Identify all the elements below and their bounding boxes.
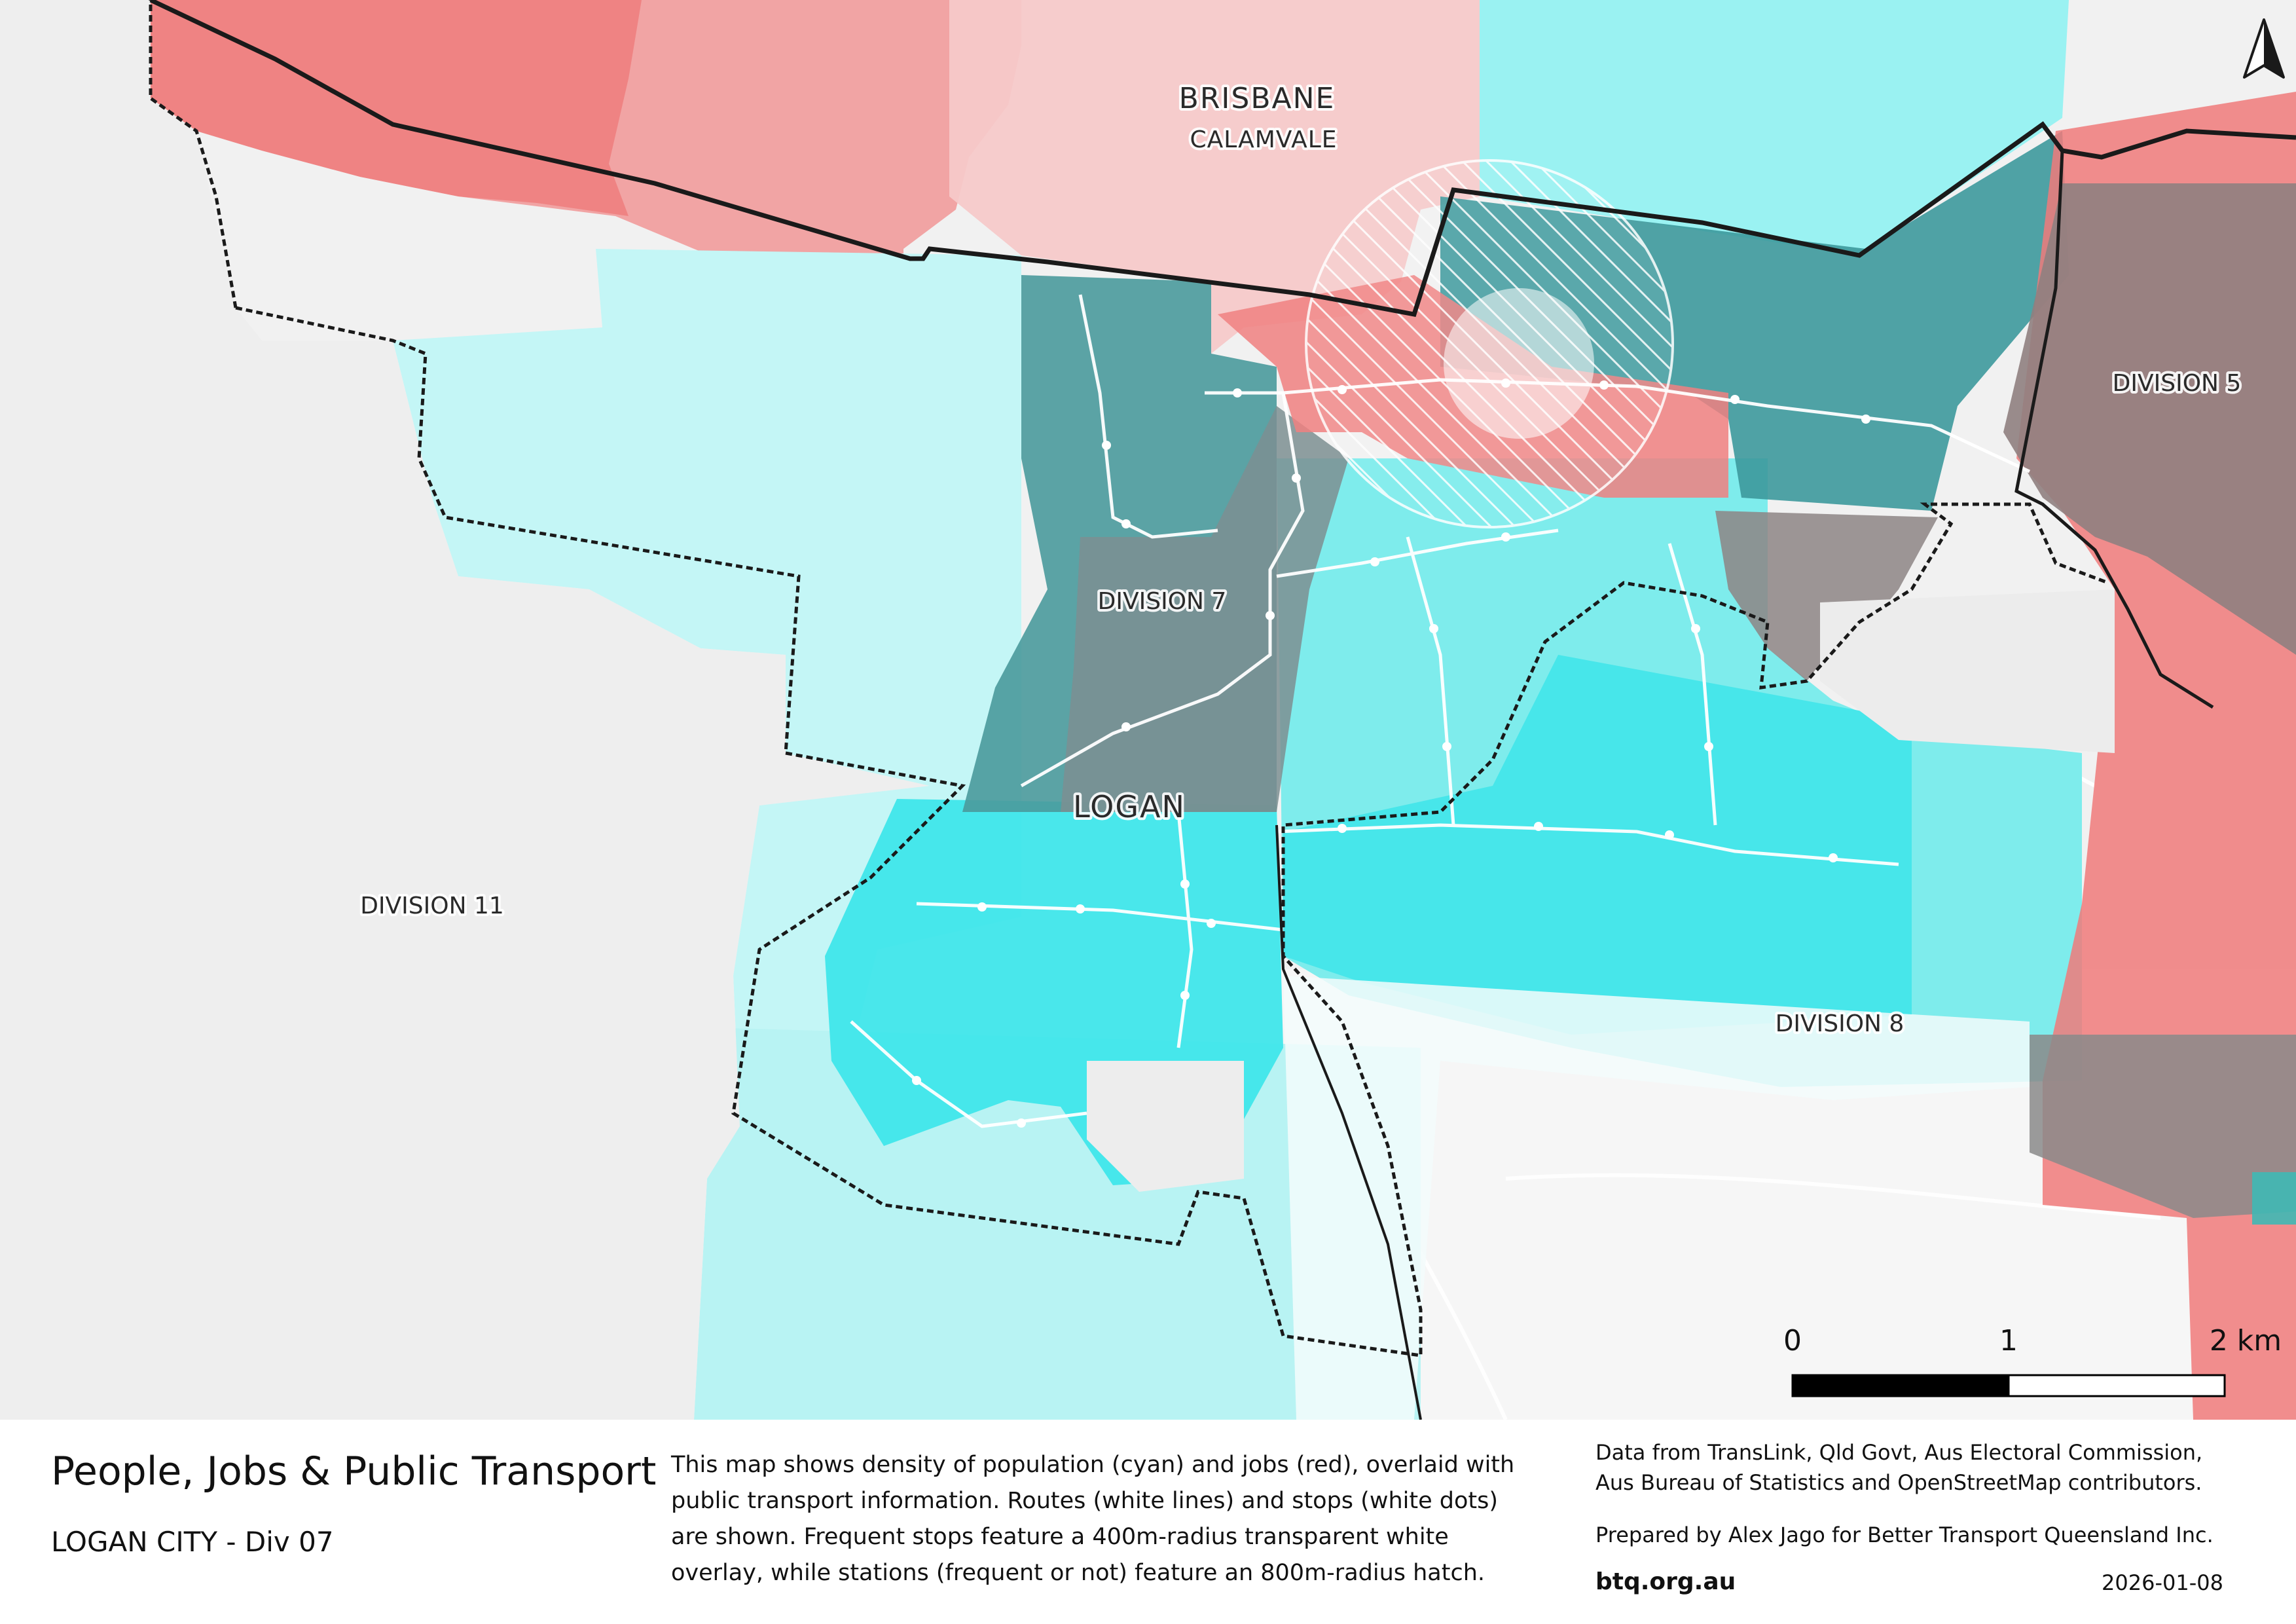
map-description: This map shows density of population (cy… xyxy=(671,1447,1588,1591)
basemap-grey-east xyxy=(1820,589,2115,753)
label-calamvale: CALAMVALE xyxy=(1190,126,1337,153)
division-boundary-southwest xyxy=(1275,824,1422,1420)
website-link[interactable]: btq.org.au xyxy=(1595,1568,1736,1595)
description-line: This map shows density of population (cy… xyxy=(671,1452,1515,1478)
population-area-core xyxy=(1283,655,1912,1035)
description-line: overlay, while stations (frequent or not… xyxy=(671,1560,1485,1586)
transit-routes xyxy=(850,294,2031,1128)
scale-bar: 0 1 2 km xyxy=(1783,1324,2282,1397)
basemap-division11 xyxy=(0,0,930,1420)
scale-tick-0: 0 xyxy=(1783,1324,1802,1357)
overlap-area-division5 xyxy=(2003,183,2296,655)
map-date: 2026-01-08 xyxy=(2102,1570,2223,1595)
transit-stops xyxy=(912,378,1870,1128)
description-line: are shown. Frequent stops feature a 400m… xyxy=(671,1524,1449,1550)
basemap-light-south xyxy=(1283,976,2030,1420)
station-hatch xyxy=(1305,159,1674,528)
division-7-boundary xyxy=(235,306,2109,1357)
overlap-area-grey-east xyxy=(1715,511,1938,681)
label-division-5: DIVISION 5 xyxy=(2113,370,2242,397)
population-area-northeast xyxy=(1480,0,2069,255)
basemap-grey-patch xyxy=(1087,1061,1244,1192)
label-division-7: DIVISION 7 xyxy=(1098,588,1227,615)
jobs-area-brisbane-dark xyxy=(151,0,642,216)
scale-tick-2: 2 km xyxy=(2210,1324,2282,1357)
scale-tick-1: 1 xyxy=(1999,1324,2018,1357)
division-boundary-west xyxy=(149,0,238,308)
label-logan: LOGAN xyxy=(1073,789,1186,824)
label-brisbane: BRISBANE xyxy=(1179,82,1336,115)
division-boundary-east xyxy=(2014,150,2214,709)
overlap-area-grey-centre xyxy=(1061,406,1349,812)
map-canvas[interactable]: BRISBANE CALAMVALE DIVISION 5 DIVISION 7… xyxy=(0,0,2296,1420)
population-spot-southeast xyxy=(2252,1172,2296,1225)
north-arrow-icon xyxy=(2243,18,2285,79)
overlap-area-division5-south xyxy=(2030,1035,2296,1218)
data-credits: Data from TransLink, Qld Govt, Aus Elect… xyxy=(1595,1437,2283,1498)
credits-line: Aus Bureau of Statistics and OpenStreetM… xyxy=(1595,1470,2202,1495)
credits-line: Data from TransLink, Qld Govt, Aus Elect… xyxy=(1595,1440,2203,1465)
label-division-8: DIVISION 8 xyxy=(1776,1010,1904,1037)
map-subtitle: LOGAN CITY - Div 07 xyxy=(51,1526,334,1558)
prepared-by: Prepared by Alex Jago for Better Transpo… xyxy=(1595,1522,2214,1547)
label-division-11: DIVISION 11 xyxy=(360,893,504,919)
map-title: People, Jobs & Public Transport xyxy=(51,1449,657,1494)
description-line: public transport information. Routes (wh… xyxy=(671,1488,1498,1514)
state-boundary xyxy=(149,0,2296,318)
map-footer xyxy=(0,1420,2296,1624)
